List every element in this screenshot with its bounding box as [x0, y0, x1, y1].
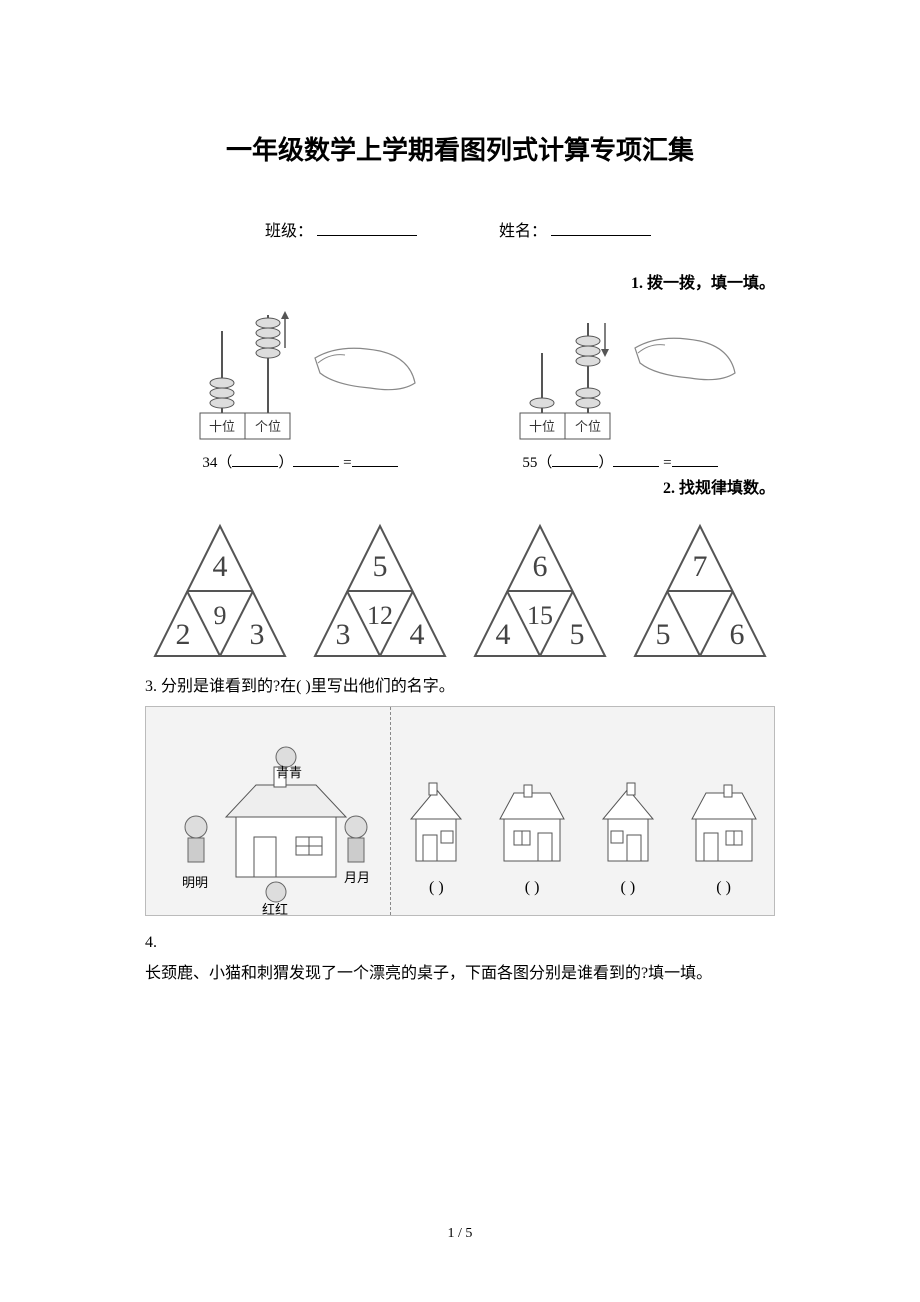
blank[interactable]	[672, 455, 718, 467]
q1-right-prefix: 55（	[522, 455, 552, 471]
svg-text:5: 5	[656, 618, 671, 651]
q1-left-mid: ）	[278, 455, 293, 471]
q3-figure: 青青 明明 月月 红红 ( ) ( )	[145, 706, 775, 916]
q1-label: 1. 拨一拨，填一填。	[145, 269, 775, 293]
svg-text:12: 12	[367, 601, 393, 630]
paren[interactable]: ( )	[716, 879, 731, 897]
paren[interactable]: ( )	[525, 879, 540, 897]
triangle-1: 4 2 3 9	[145, 516, 295, 666]
svg-text:4: 4	[213, 550, 228, 583]
abacus-left: 十位 个位	[170, 303, 430, 443]
blank[interactable]	[352, 455, 398, 467]
blank[interactable]	[613, 455, 659, 467]
q1-figure: 十位 个位 十位 个位	[145, 303, 775, 443]
q1-eq-right: 55（ ） =	[490, 451, 750, 472]
eq-sign: =	[343, 455, 351, 471]
svg-text:3: 3	[336, 618, 351, 651]
house-opt-1: ( )	[401, 779, 471, 897]
name-label: 姓名：	[499, 223, 547, 240]
q1-equations: 34（ ） = 55（ ） =	[145, 451, 775, 472]
q1-right-mid: ）	[598, 455, 613, 471]
svg-text:5: 5	[373, 550, 388, 583]
svg-text:十位: 十位	[529, 419, 555, 434]
q3-options: ( ) ( ) ( )	[391, 707, 774, 915]
char-bottom: 红红	[262, 899, 288, 918]
q2-triangles: 4 2 3 9 5 3 4 12 6 4 5 15 7 5 6	[145, 516, 775, 666]
eq-sign: =	[663, 455, 671, 471]
svg-text:十位: 十位	[209, 419, 235, 434]
abacus-right: 十位 个位	[490, 303, 750, 443]
paren[interactable]: ( )	[429, 879, 444, 897]
class-label: 班级：	[265, 223, 313, 240]
page-title: 一年级数学上学期看图列式计算专项汇集	[145, 130, 775, 167]
svg-text:2: 2	[176, 618, 191, 651]
blank[interactable]	[232, 455, 278, 467]
triangle-3: 6 4 5 15	[465, 516, 615, 666]
q3-label: 3. 分别是谁看到的?在( )里写出他们的名字。	[145, 672, 775, 696]
name-blank[interactable]	[551, 222, 651, 236]
char-left: 明明	[182, 872, 208, 891]
abacus-right-svg: 十位 个位	[490, 303, 750, 443]
triangle-2: 5 3 4 12	[305, 516, 455, 666]
q4-text: 长颈鹿、小猫和刺猬发现了一个漂亮的桌子，下面各图分别是谁看到的?填一填。	[145, 962, 775, 986]
house-opt-4: ( )	[684, 779, 764, 897]
blank[interactable]	[552, 455, 598, 467]
svg-text:9: 9	[214, 601, 227, 630]
blank[interactable]	[293, 455, 339, 467]
svg-text:5: 5	[570, 618, 585, 651]
triangle-4: 7 5 6	[625, 516, 775, 666]
svg-text:4: 4	[410, 618, 425, 651]
svg-text:7: 7	[693, 550, 708, 583]
svg-text:个位: 个位	[255, 419, 281, 434]
q4-label: 4.	[145, 934, 775, 952]
char-top: 青青	[276, 762, 302, 781]
q1-left-prefix: 34（	[202, 455, 232, 471]
svg-text:4: 4	[496, 618, 511, 651]
q2-label: 2. 找规律填数。	[145, 474, 775, 498]
svg-text:6: 6	[730, 618, 745, 651]
paren[interactable]: ( )	[621, 879, 636, 897]
svg-text:个位: 个位	[575, 419, 601, 434]
svg-text:6: 6	[533, 550, 548, 583]
svg-text:15: 15	[527, 601, 553, 630]
q1-eq-left: 34（ ） =	[170, 451, 430, 472]
house-opt-3: ( )	[593, 779, 663, 897]
class-blank[interactable]	[317, 222, 417, 236]
house-opt-2: ( )	[492, 779, 572, 897]
char-right: 月月	[344, 867, 370, 886]
page-footer: 1 / 5	[0, 1226, 920, 1242]
q3-scene: 青青 明明 月月 红红	[146, 707, 391, 915]
form-row: 班级： 姓名：	[145, 217, 775, 241]
abacus-left-svg: 十位 个位	[170, 303, 430, 443]
svg-text:3: 3	[250, 618, 265, 651]
